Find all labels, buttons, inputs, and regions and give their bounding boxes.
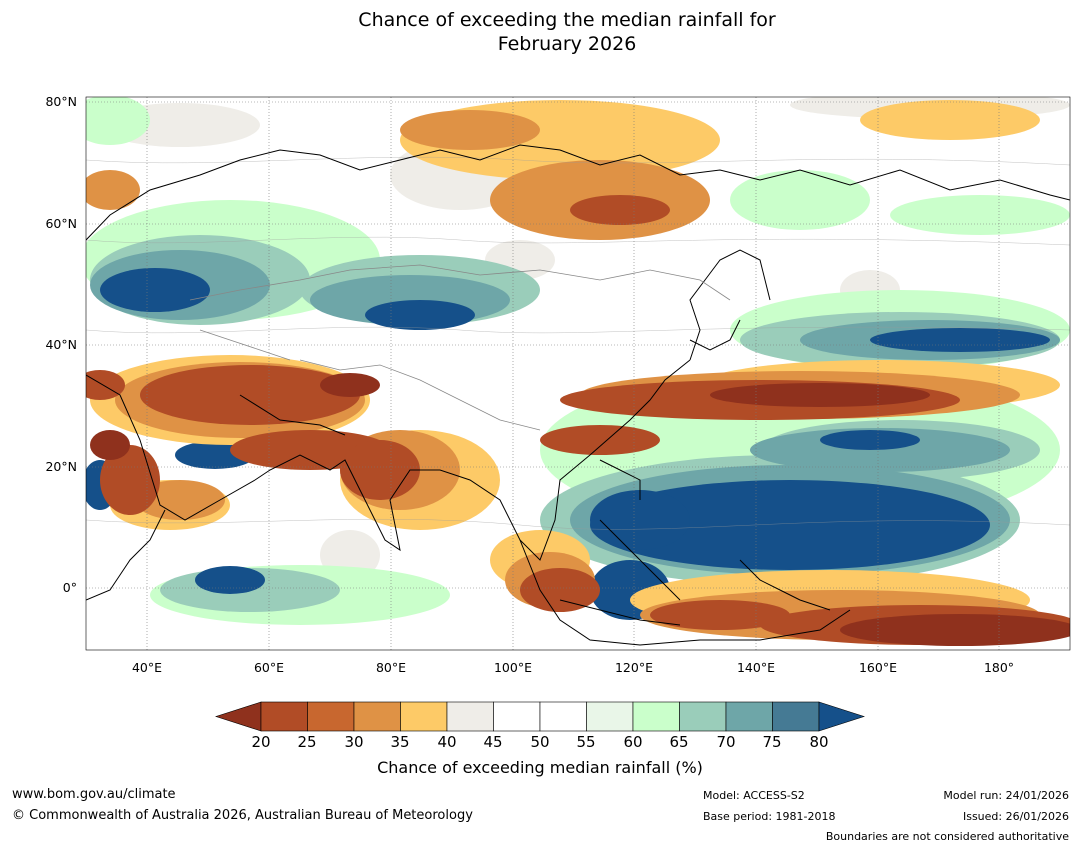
country-borders [189, 264, 731, 431]
map-panel [86, 97, 1070, 650]
lon-label-120e: 120°E [614, 660, 653, 675]
lat-label-60n: 60°N [45, 216, 77, 231]
copyright-text: © Commonwealth of Australia 2026, Austra… [12, 808, 473, 823]
colorbar [215, 701, 865, 732]
colorbar-title: Chance of exceeding median rainfall (%) [377, 758, 703, 777]
lon-label-40e: 40°E [131, 660, 163, 675]
colorbar-tick-30: 30 [344, 733, 364, 751]
colorbar-tick-70: 70 [716, 733, 736, 751]
colorbar-extend-high [818, 701, 865, 732]
boundaries-disclaimer: Boundaries are not considered authoritat… [825, 830, 1069, 843]
lon-label-160e: 160°E [858, 660, 897, 675]
colorbar-bin-35 [400, 701, 448, 732]
lon-label-100e: 100°E [493, 660, 532, 675]
colorbar-bin-65 [679, 701, 727, 732]
dry-extreme-regions [90, 373, 1070, 646]
coastlines [86, 144, 1070, 646]
colorbar-tick-65: 65 [669, 733, 689, 751]
colorbar-tick-75: 75 [762, 733, 782, 751]
colorbar-bin-50 [539, 701, 587, 732]
colorbar-bin-45 [493, 701, 541, 732]
model-run-date: Model run: 24/01/2026 [943, 789, 1069, 802]
colorbar-bin-30 [353, 701, 401, 732]
colorbar-tick-45: 45 [483, 733, 503, 751]
colorbar-bin-25 [307, 701, 355, 732]
colorbar-tick-40: 40 [437, 733, 457, 751]
model-name: Model: ACCESS-S2 [703, 789, 805, 802]
colorbar-bin-75 [772, 701, 820, 732]
lon-label-80e: 80°E [375, 660, 407, 675]
lat-label-20n: 20°N [45, 459, 77, 474]
colorbar-tick-20: 20 [251, 733, 271, 751]
colorbar-tick-50: 50 [530, 733, 550, 751]
lon-label-140e: 140°E [736, 660, 775, 675]
colorbar-tick-25: 25 [297, 733, 317, 751]
lat-label-80n: 80°N [45, 94, 77, 109]
colorbar-tick-60: 60 [623, 733, 643, 751]
lon-label-60e: 60°E [253, 660, 285, 675]
lat-label-40n: 40°N [45, 337, 77, 352]
issued-date: Issued: 26/01/2026 [962, 810, 1069, 823]
title-line-2: February 2026 [497, 33, 637, 55]
map-title: Chance of exceeding the median rainfall … [0, 8, 1081, 56]
title-line-1: Chance of exceeding the median rainfall … [358, 9, 776, 31]
colorbar-tick-55: 55 [576, 733, 596, 751]
base-period: Base period: 1981-2018 [703, 810, 836, 823]
colorbar-extend-low [215, 701, 262, 732]
colorbar-bin-20 [260, 701, 308, 732]
colorbar-bin-60 [632, 701, 680, 732]
lon-label-180: 180° [983, 660, 1015, 675]
contour-lines [86, 156, 1070, 530]
colorbar-bin-40 [446, 701, 494, 732]
lat-label-0: 0° [62, 580, 77, 595]
wet-extreme-regions [86, 268, 1050, 620]
colorbar-bin-55 [586, 701, 634, 732]
website-link[interactable]: www.bom.gov.au/climate [12, 787, 176, 802]
colorbar-tick-35: 35 [390, 733, 410, 751]
map-frame [85, 96, 1071, 651]
colorbar-bin-70 [725, 701, 773, 732]
colorbar-tick-80: 80 [809, 733, 829, 751]
graticule [86, 97, 1070, 650]
